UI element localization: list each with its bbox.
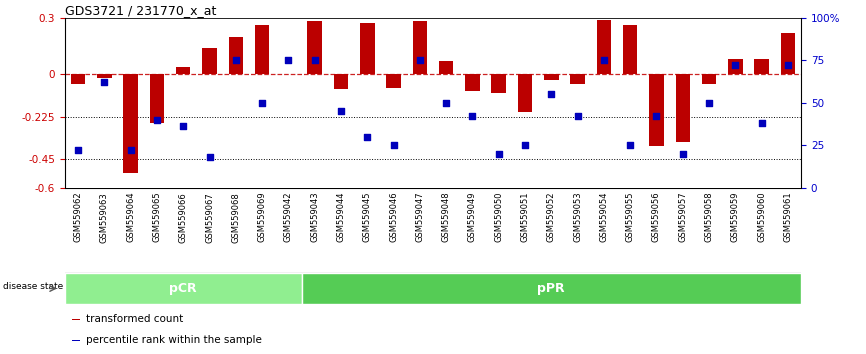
Bar <box>307 22 322 74</box>
Text: disease state: disease state <box>3 282 63 291</box>
Bar <box>650 74 663 146</box>
Text: GSM559051: GSM559051 <box>520 192 529 242</box>
Point <box>597 57 611 63</box>
Bar <box>203 48 216 74</box>
Point <box>229 57 242 63</box>
Bar <box>176 67 191 74</box>
Point <box>571 113 585 119</box>
Text: GSM559065: GSM559065 <box>152 192 161 242</box>
Text: GSM559069: GSM559069 <box>257 192 267 242</box>
Point <box>413 57 427 63</box>
Text: GSM559048: GSM559048 <box>442 192 450 242</box>
Bar <box>544 74 559 80</box>
Text: GSM559052: GSM559052 <box>546 192 556 242</box>
Bar <box>97 74 112 78</box>
Bar <box>73 340 81 341</box>
Text: GSM559043: GSM559043 <box>310 192 320 242</box>
Point <box>98 79 112 85</box>
Text: GSM559068: GSM559068 <box>231 192 241 242</box>
Bar <box>229 36 243 74</box>
Point <box>492 151 506 156</box>
Point <box>255 100 269 105</box>
Text: GSM559045: GSM559045 <box>363 192 372 242</box>
Point <box>466 113 480 119</box>
Point <box>518 142 532 148</box>
Bar <box>150 74 165 124</box>
Point <box>728 62 742 68</box>
Bar <box>255 25 269 74</box>
Text: GSM559056: GSM559056 <box>652 192 661 242</box>
Text: GSM559061: GSM559061 <box>784 192 792 242</box>
Point <box>307 57 321 63</box>
Text: GSM559059: GSM559059 <box>731 192 740 242</box>
Point <box>702 100 716 105</box>
Text: GSM559066: GSM559066 <box>178 192 188 242</box>
Bar <box>571 74 585 84</box>
Point <box>675 151 689 156</box>
Bar <box>439 61 454 74</box>
Text: transformed count: transformed count <box>86 314 184 324</box>
Point <box>281 57 295 63</box>
Text: GSM559044: GSM559044 <box>337 192 346 242</box>
Point <box>177 124 191 129</box>
Text: GSM559046: GSM559046 <box>389 192 398 242</box>
Bar <box>492 74 506 93</box>
Text: GSM559062: GSM559062 <box>74 192 82 242</box>
Point <box>124 147 138 153</box>
Text: GSM559049: GSM559049 <box>468 192 477 242</box>
Bar <box>73 319 81 320</box>
Bar <box>124 74 138 172</box>
Bar <box>301 273 801 304</box>
Bar <box>360 23 374 74</box>
Point <box>360 134 374 139</box>
Text: GSM559067: GSM559067 <box>205 192 214 242</box>
Point <box>150 117 164 122</box>
Text: GSM559064: GSM559064 <box>126 192 135 242</box>
Text: GSM559042: GSM559042 <box>284 192 293 242</box>
Text: GSM559047: GSM559047 <box>416 192 424 242</box>
Bar <box>412 22 427 74</box>
Bar <box>754 59 769 74</box>
Point <box>545 91 559 97</box>
Bar <box>701 74 716 84</box>
Text: GSM559063: GSM559063 <box>100 192 109 242</box>
Text: GSM559058: GSM559058 <box>705 192 714 242</box>
Text: GSM559057: GSM559057 <box>678 192 688 242</box>
Text: GDS3721 / 231770_x_at: GDS3721 / 231770_x_at <box>65 4 216 17</box>
Point <box>624 142 637 148</box>
Point <box>754 120 768 126</box>
Text: GSM559053: GSM559053 <box>573 192 582 242</box>
Text: percentile rank within the sample: percentile rank within the sample <box>86 335 262 345</box>
Text: pCR: pCR <box>170 282 197 295</box>
Text: pPR: pPR <box>538 282 565 295</box>
Text: GSM559054: GSM559054 <box>599 192 609 242</box>
Point <box>650 113 663 119</box>
Text: GSM559055: GSM559055 <box>625 192 635 242</box>
Point <box>71 147 85 153</box>
Bar <box>65 273 301 304</box>
Bar <box>386 74 401 87</box>
Text: GSM559050: GSM559050 <box>494 192 503 242</box>
Point <box>781 62 795 68</box>
Bar <box>518 74 533 112</box>
Bar <box>728 59 742 74</box>
Bar <box>780 33 795 74</box>
Point <box>439 100 453 105</box>
Bar <box>71 74 86 84</box>
Bar <box>465 74 480 91</box>
Text: GSM559060: GSM559060 <box>757 192 766 242</box>
Bar <box>597 19 611 74</box>
Point <box>334 108 348 114</box>
Point <box>203 154 216 160</box>
Bar <box>623 25 637 74</box>
Point <box>386 142 400 148</box>
Bar <box>333 74 348 90</box>
Bar <box>675 74 690 142</box>
